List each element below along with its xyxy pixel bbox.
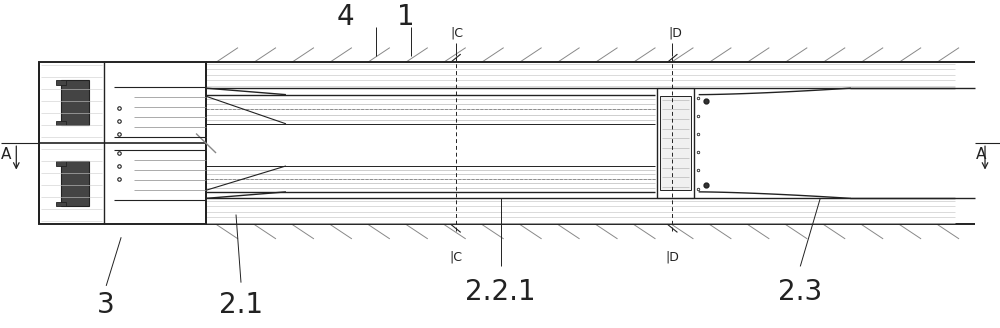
Bar	[56, 161, 66, 166]
Bar	[56, 121, 66, 125]
Text: |C: |C	[449, 250, 462, 263]
Text: A: A	[1, 147, 11, 162]
Bar	[39, 62, 206, 224]
Bar	[61, 80, 89, 125]
Text: 4: 4	[337, 3, 355, 31]
Text: |C: |C	[450, 27, 463, 40]
Text: 2.1: 2.1	[219, 291, 263, 319]
Text: |D: |D	[668, 27, 682, 40]
Text: |D: |D	[665, 250, 679, 263]
Bar	[56, 80, 66, 85]
Bar	[660, 96, 691, 190]
Text: 2.3: 2.3	[778, 278, 822, 306]
Text: A: A	[976, 147, 986, 162]
Text: 1: 1	[397, 3, 415, 31]
Text: 2.2.1: 2.2.1	[465, 278, 536, 306]
Bar	[56, 202, 66, 206]
Text: 3: 3	[97, 291, 115, 319]
Bar	[61, 161, 89, 206]
